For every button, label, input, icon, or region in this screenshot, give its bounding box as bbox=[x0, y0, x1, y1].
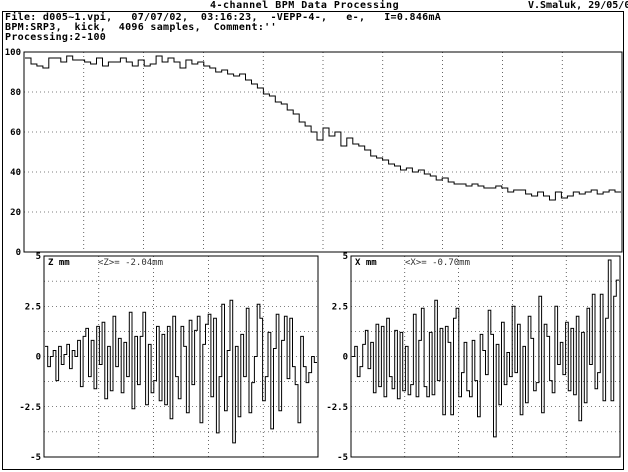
y-tick-label: 40 bbox=[10, 168, 21, 178]
y-tick-label: 20 bbox=[10, 208, 21, 218]
series-line-0 bbox=[25, 55, 621, 201]
y-tick-label: -5 bbox=[337, 453, 348, 463]
y-tick-label: -2.5 bbox=[326, 403, 348, 413]
author-label: V.Smaluk, 29/05/00 bbox=[528, 0, 628, 11]
channel-label: Z mm bbox=[48, 258, 70, 268]
y-tick-label: 0 bbox=[16, 248, 21, 258]
y-tick-label: -5 bbox=[30, 453, 41, 463]
processing-info-line: Processing:2-100 bbox=[5, 32, 107, 43]
y-tick-label: 80 bbox=[10, 88, 21, 98]
y-tick-label: 5 bbox=[36, 252, 41, 262]
title-bar: 4-channel BPM Data Processing V.Smaluk, … bbox=[0, 0, 628, 11]
file-info-line: File: d005~1.vpi, 07/07/02, 03:16:23, -V… bbox=[5, 12, 442, 23]
mean-label: <X>= -0.70mm bbox=[405, 258, 470, 268]
y-tick-label: 2.5 bbox=[25, 302, 41, 312]
y-tick-label: 100 bbox=[5, 48, 21, 58]
y-tick-label: 5 bbox=[343, 252, 348, 262]
main-frame bbox=[2, 11, 624, 470]
series-line-2 bbox=[352, 259, 619, 438]
bpm-info-line: BPM:SRP3, kick, 4096 samples, Comment:'' bbox=[5, 22, 277, 33]
y-tick-label: 0 bbox=[36, 353, 41, 363]
y-tick-label: -2.5 bbox=[19, 403, 41, 413]
mean-label: <Z>= -2.04mm bbox=[98, 258, 163, 268]
y-tick-label: 60 bbox=[10, 128, 21, 138]
y-tick-label: 2.5 bbox=[332, 302, 348, 312]
window-title: 4-channel BPM Data Processing bbox=[210, 0, 400, 11]
series-line-1 bbox=[45, 299, 317, 444]
y-tick-label: 0 bbox=[343, 353, 348, 363]
channel-label: X mm bbox=[355, 258, 377, 268]
